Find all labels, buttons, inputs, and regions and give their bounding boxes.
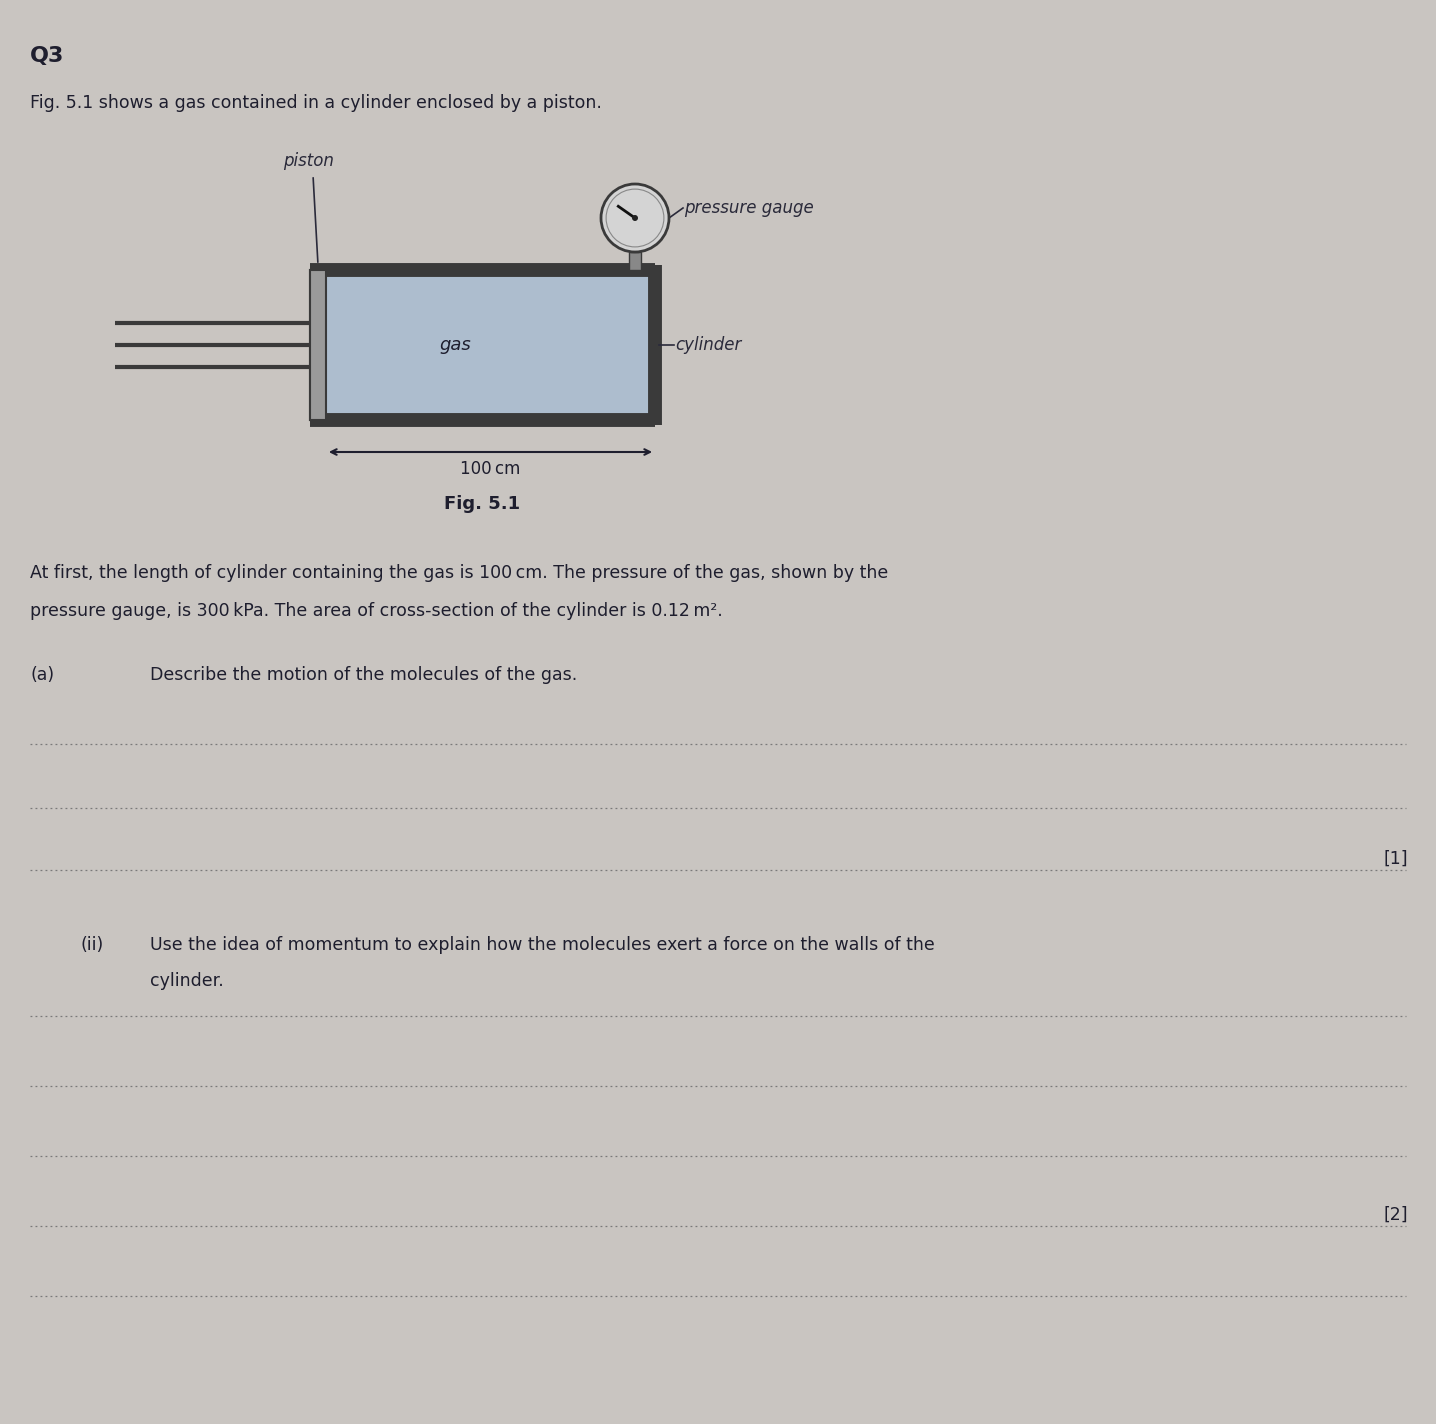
Circle shape	[606, 189, 663, 246]
Circle shape	[632, 215, 638, 221]
Text: [1]: [1]	[1383, 850, 1409, 869]
Text: Describe the motion of the molecules of the gas.: Describe the motion of the molecules of …	[149, 666, 577, 684]
Text: (a): (a)	[30, 666, 55, 684]
Bar	[310, 271, 326, 420]
Bar	[629, 252, 640, 271]
Text: [2]: [2]	[1383, 1206, 1409, 1225]
Text: pressure gauge: pressure gauge	[684, 199, 814, 216]
Text: Fig. 5.1 shows a gas contained in a cylinder enclosed by a piston.: Fig. 5.1 shows a gas contained in a cyli…	[30, 94, 602, 112]
Text: 100 cm: 100 cm	[461, 460, 521, 478]
Text: cylinder.: cylinder.	[149, 973, 224, 990]
Text: Fig. 5.1: Fig. 5.1	[444, 496, 521, 513]
Text: cylinder: cylinder	[675, 336, 741, 355]
Text: gas: gas	[439, 336, 471, 355]
Text: Q3: Q3	[30, 46, 65, 66]
Circle shape	[602, 184, 669, 252]
Text: piston: piston	[283, 152, 333, 169]
Bar	[310, 271, 655, 420]
Text: Use the idea of momentum to explain how the molecules exert a force on the walls: Use the idea of momentum to explain how …	[149, 936, 935, 954]
Text: At first, the length of cylinder containing the gas is 100 cm. The pressure of t: At first, the length of cylinder contain…	[30, 564, 889, 582]
Text: pressure gauge, is 300 kPa. The area of cross-section of the cylinder is 0.12 m²: pressure gauge, is 300 kPa. The area of …	[30, 602, 722, 619]
Text: (ii): (ii)	[80, 936, 103, 954]
